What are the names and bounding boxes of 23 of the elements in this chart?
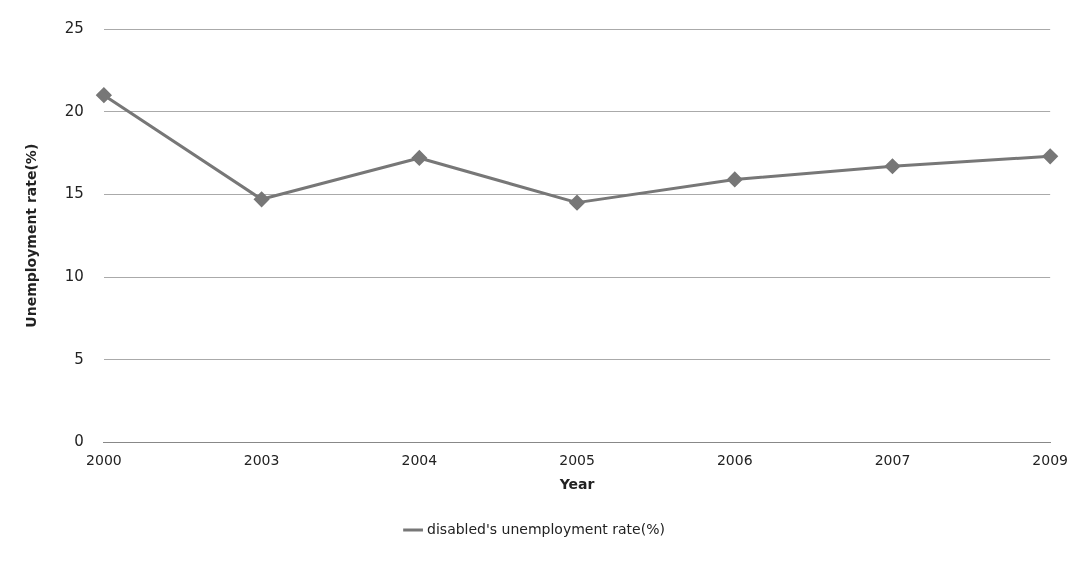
y-tick-label: 0 xyxy=(74,432,84,451)
point xyxy=(1042,148,1058,164)
y-tick-label: 25 xyxy=(64,18,84,37)
point xyxy=(96,87,112,103)
y-tick-label: 5 xyxy=(74,349,84,368)
legend-label: disabled's unemployment rate(%) xyxy=(427,520,665,537)
x-tick-label: 2007 xyxy=(874,452,911,469)
y-tick-label: 20 xyxy=(64,101,84,120)
x-tick-label: 2003 xyxy=(243,452,280,469)
point xyxy=(569,195,585,211)
x-tick-label: 2009 xyxy=(1032,452,1069,469)
point xyxy=(254,191,270,207)
y-tick-label: 10 xyxy=(64,266,84,285)
x-tick-label: 2000 xyxy=(86,452,122,469)
x-tick-label: 2006 xyxy=(716,452,753,469)
x-tick-label: 2004 xyxy=(401,452,438,469)
point xyxy=(884,158,900,174)
point xyxy=(727,171,743,187)
y-tick-label: 15 xyxy=(64,184,84,203)
x-tick-label: 2005 xyxy=(559,452,595,469)
y-axis-title: Unemployment rate(%) xyxy=(23,143,40,328)
x-axis-title: Year xyxy=(558,476,595,493)
point xyxy=(411,150,427,166)
